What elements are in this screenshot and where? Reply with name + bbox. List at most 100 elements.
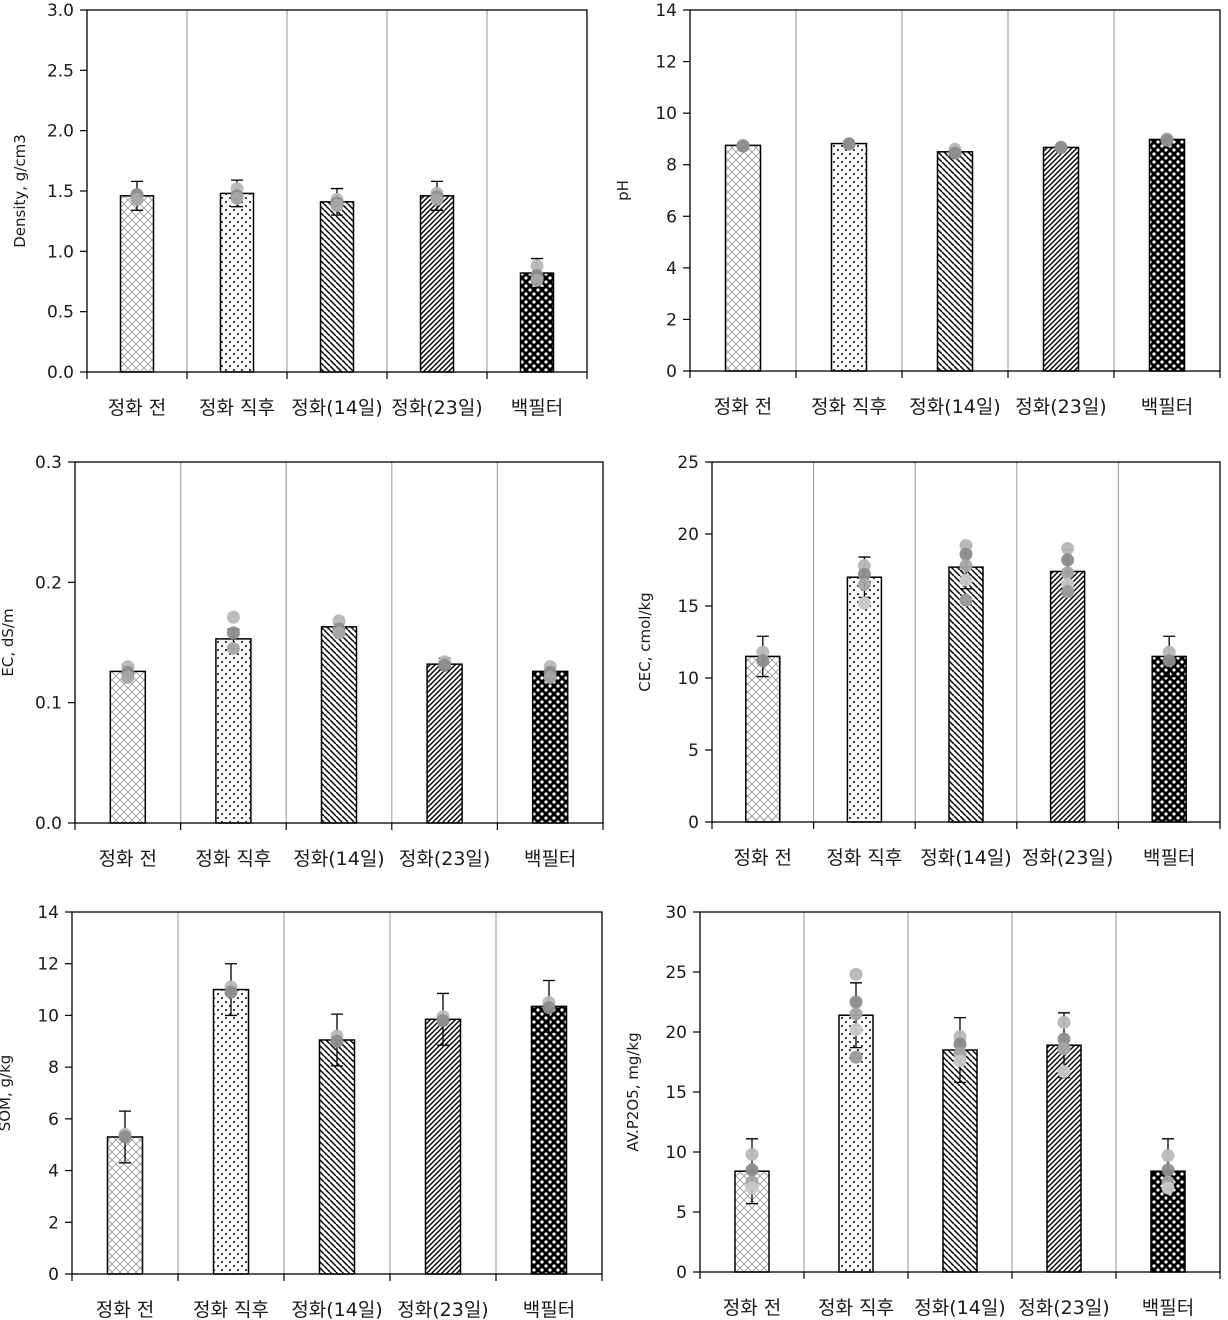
plot-frame [71, 911, 603, 1275]
bar [1151, 655, 1187, 823]
y-tick-label: 0.0 [47, 363, 74, 383]
data-point [948, 146, 962, 160]
y-tick-label: 14 [37, 903, 59, 923]
y-tick-label: 2 [48, 1213, 59, 1233]
bar [724, 144, 762, 372]
y-tick-label: 4 [666, 259, 677, 279]
category-label: 정화 직후 [195, 848, 271, 870]
y-axis-label: SOM, g/kg [0, 1055, 14, 1132]
y-tick-label: 10 [665, 1143, 687, 1163]
bar [830, 142, 868, 372]
y-tick-label: 0 [666, 362, 677, 382]
data-point [1161, 1163, 1175, 1177]
category-label: 정화 전 [723, 1297, 781, 1319]
data-point [436, 1014, 450, 1028]
bar [1148, 138, 1186, 372]
data-point [543, 670, 557, 684]
bar [109, 670, 147, 824]
y-tick-label: 6 [666, 207, 677, 227]
category-label: 정화(14일) [293, 848, 384, 870]
y-tick-label: 12 [37, 955, 59, 975]
y-tick-label: 0.5 [47, 303, 74, 323]
data-point [1057, 1032, 1071, 1046]
y-tick-label: 30 [665, 903, 687, 923]
data-point [430, 192, 444, 206]
bar [531, 670, 569, 824]
data-point [1061, 566, 1075, 580]
data-point [953, 1054, 967, 1068]
y-tick-label: 0 [676, 1263, 687, 1283]
bar [419, 195, 455, 373]
category-label: 정화(23일) [1022, 847, 1113, 869]
data-point [1162, 654, 1176, 668]
category-label: 정화(23일) [1018, 1297, 1109, 1319]
chart-panel-3: 0.0 0.1 0.2 0.3 정화 전 정화 직후 정화(14일) 정화(23일) 백필터 EC… [0, 453, 604, 870]
data-point [857, 567, 871, 581]
bar [1042, 146, 1080, 372]
y-tick-label: 0.1 [35, 694, 62, 714]
data-point [330, 1034, 344, 1048]
data-point [959, 573, 973, 587]
data-point [849, 995, 863, 1009]
data-point [959, 547, 973, 561]
category-label: 정화(23일) [399, 848, 490, 870]
bar [936, 151, 974, 372]
data-point [959, 593, 973, 607]
data-point [745, 1147, 759, 1161]
data-point [1061, 541, 1075, 555]
bar [212, 988, 250, 1275]
plot-frame [689, 9, 1221, 372]
y-tick-label: 8 [666, 156, 677, 176]
category-label: 백필터 [524, 848, 576, 870]
data-point [745, 1181, 759, 1195]
bar [426, 663, 463, 824]
y-tick-label: 2.0 [47, 122, 74, 142]
y-tick-label: 0.3 [35, 453, 62, 473]
y-tick-label: 10 [37, 1006, 59, 1026]
chart-panel-4: 0 5 10 15 20 25 정화 전 정화 직후 정화(14일) 정화(23일) 백필터 CEC,… [636, 453, 1221, 869]
category-label: 정화(23일) [1015, 396, 1106, 418]
data-point [1057, 1042, 1071, 1056]
category-label: 정화 전 [714, 396, 772, 418]
data-point [1161, 1181, 1175, 1195]
data-point [857, 596, 871, 610]
bar [942, 1049, 978, 1273]
y-tick-label: 15 [665, 1083, 687, 1103]
category-label: 백필터 [1142, 1297, 1194, 1319]
category-label: 정화(14일) [909, 396, 1000, 418]
y-tick-label: 3.0 [47, 1, 74, 21]
data-point [226, 642, 240, 656]
data-point [118, 1130, 132, 1144]
y-tick-label: 1.0 [47, 242, 74, 262]
y-tick-label: 5 [676, 1203, 687, 1223]
data-point [857, 577, 871, 591]
y-tick-label: 4 [48, 1162, 59, 1182]
y-tick-label: 8 [48, 1058, 59, 1078]
bar [215, 638, 252, 824]
bar [424, 1018, 462, 1275]
bar [846, 576, 883, 823]
data-point [226, 626, 240, 640]
y-tick-label: 10 [655, 104, 677, 124]
category-label: 정화 직후 [811, 396, 887, 418]
bar [1049, 570, 1086, 823]
y-tick-label: 6 [48, 1110, 59, 1130]
category-label: 정화 전 [108, 397, 166, 419]
chart-panel-1: 0.0 0.5 1.0 1.5 2.0 2.5 3.0 정화 전 정화 직후 정화(14일) 정화(… [11, 1, 588, 419]
data-point [224, 985, 238, 999]
y-tick-label: 20 [677, 525, 699, 545]
data-point [1161, 1149, 1175, 1163]
bar [1046, 1044, 1082, 1273]
category-label: 정화(23일) [397, 1299, 488, 1320]
category-label: 정화(14일) [914, 1297, 1005, 1319]
y-axis-label: CEC, cmol/kg [636, 592, 654, 691]
category-label: 정화(14일) [920, 847, 1011, 869]
category-label: 정화(14일) [291, 1299, 382, 1320]
data-point [330, 198, 344, 212]
y-tick-label: 5 [688, 741, 699, 761]
y-tick-label: 25 [677, 453, 699, 473]
plot-frame [711, 461, 1221, 823]
category-label: 백필터 [511, 397, 563, 419]
data-point [130, 192, 144, 206]
